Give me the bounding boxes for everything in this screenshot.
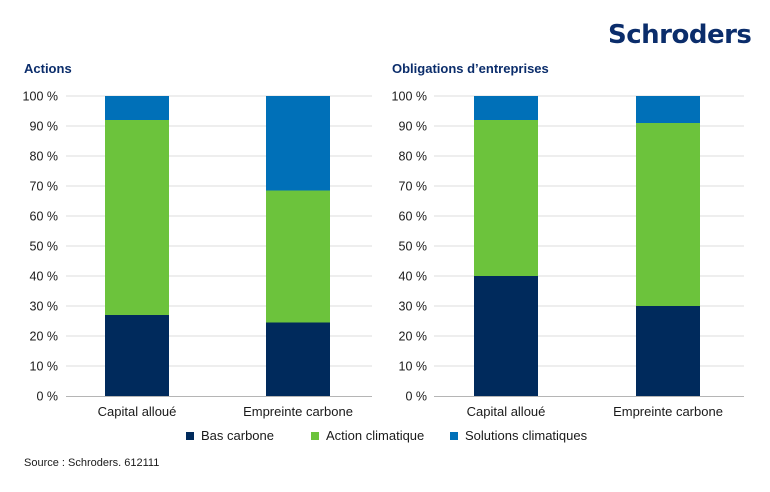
y-tick-label: 40 % — [30, 270, 59, 284]
legend-label-action-climatique: Action climatique — [326, 428, 425, 443]
chart-title-obligations: Obligations d’entreprises — [392, 61, 549, 76]
y-tick-label: 80 % — [30, 150, 59, 164]
y-tick-label: 10 % — [30, 360, 59, 374]
bar-segment — [474, 96, 538, 120]
y-tick-label: 50 % — [399, 240, 428, 254]
y-tick-label: 100 % — [23, 90, 58, 104]
bar-segment — [636, 96, 700, 123]
bar-segment — [266, 322, 330, 396]
y-tick-label: 20 % — [399, 330, 428, 344]
y-tick-label: 50 % — [30, 240, 59, 254]
legend-label-bas-carbone: Bas carbone — [201, 428, 274, 443]
legend-swatch-solutions-climatiques — [450, 431, 458, 440]
chart-0: 0 % 10 % 20 % 30 % 40 % 50 % 60 % 70 % 80 % 90 % 1… — [23, 90, 372, 419]
y-tick-label: 30 % — [399, 300, 428, 314]
legend-swatch-bas-carbone — [186, 431, 194, 440]
bar-segment — [105, 315, 169, 396]
bar-segment — [266, 96, 330, 191]
x-category-label: Empreinte carbone — [613, 404, 723, 419]
y-tick-label: 80 % — [399, 150, 428, 164]
x-category-label: Capital alloué — [98, 404, 177, 419]
y-tick-label: 20 % — [30, 330, 59, 344]
x-category-label: Capital alloué — [467, 404, 546, 419]
legend-item-action-climatique: Action climatique — [311, 428, 424, 443]
bar-segment — [105, 96, 169, 120]
legend-label-solutions-climatiques: Solutions climatiques — [465, 428, 588, 443]
legend-swatch-action-climatique — [311, 431, 319, 440]
bar-segment — [636, 123, 700, 306]
bar-segment — [474, 120, 538, 276]
y-tick-label: 40 % — [399, 270, 428, 284]
source-note: Source : Schroders. 612111 — [24, 457, 160, 469]
y-tick-label: 100 % — [392, 90, 427, 104]
y-tick-label: 30 % — [30, 300, 59, 314]
y-tick-label: 90 % — [399, 120, 428, 134]
y-tick-label: 60 % — [30, 210, 59, 224]
bar-segment — [636, 306, 700, 396]
x-category-label: Empreinte carbone — [243, 404, 353, 419]
y-tick-label: 70 % — [399, 180, 428, 194]
y-tick-label: 10 % — [399, 360, 428, 374]
y-tick-label: 0 % — [36, 390, 58, 404]
bar-segment — [474, 276, 538, 396]
legend-item-bas-carbone: Bas carbone — [186, 428, 274, 443]
legend: Bas carbone Action climatique Solutions … — [0, 428, 770, 446]
legend-item-solutions-climatiques: Solutions climatiques — [450, 428, 587, 443]
y-tick-label: 0 % — [405, 390, 427, 404]
chart-title-actions: Actions — [24, 61, 72, 76]
chart-1: 0 % 10 % 20 % 30 % 40 % 50 % 60 % 70 % 80 % 90 % 1… — [392, 90, 744, 419]
y-tick-label: 90 % — [30, 120, 59, 134]
y-tick-label: 70 % — [30, 180, 59, 194]
schroders-logo: Schroders — [608, 20, 752, 50]
bar-segment — [105, 120, 169, 315]
bar-segment — [266, 190, 330, 323]
y-tick-label: 60 % — [399, 210, 428, 224]
